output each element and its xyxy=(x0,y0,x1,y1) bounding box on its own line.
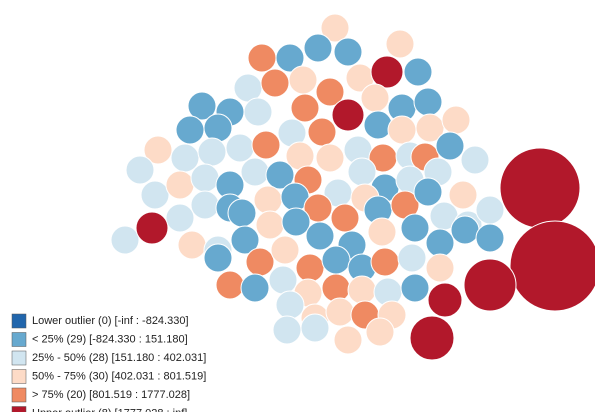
legend-label: 50% - 75% (30) [402.031 : 801.519] xyxy=(32,370,206,382)
region xyxy=(385,29,415,59)
legend-swatch xyxy=(11,332,27,347)
region xyxy=(190,163,220,193)
region xyxy=(400,273,430,303)
region xyxy=(365,317,395,347)
region xyxy=(475,195,505,225)
region xyxy=(321,245,351,275)
legend-swatch xyxy=(11,369,27,384)
region xyxy=(460,145,490,175)
region xyxy=(272,315,302,345)
legend-swatch xyxy=(11,387,27,403)
region xyxy=(315,143,345,173)
region xyxy=(400,213,430,243)
region xyxy=(268,265,298,295)
region xyxy=(509,220,595,312)
legend-label: < 25% (29) [-824.330 : 151.180] xyxy=(32,333,188,345)
region xyxy=(245,247,275,277)
region xyxy=(290,93,320,123)
region xyxy=(370,247,400,277)
region xyxy=(165,203,195,233)
region xyxy=(255,210,285,240)
region xyxy=(125,155,155,185)
region xyxy=(397,243,427,273)
region xyxy=(265,160,295,190)
region xyxy=(448,180,478,210)
region xyxy=(275,43,305,73)
region xyxy=(499,147,581,229)
region xyxy=(475,223,505,253)
region xyxy=(307,117,337,147)
region xyxy=(333,325,363,355)
legend-swatch xyxy=(11,406,27,412)
region xyxy=(360,83,390,113)
legend-swatch xyxy=(11,350,27,366)
region xyxy=(230,225,260,255)
region xyxy=(110,225,140,255)
region xyxy=(190,190,220,220)
region xyxy=(413,177,443,207)
legend-label: Lower outlier (0) [-inf : -824.330] xyxy=(32,315,189,327)
region xyxy=(203,243,233,273)
region xyxy=(321,273,351,303)
region xyxy=(331,98,365,132)
region xyxy=(260,68,290,98)
region xyxy=(363,110,393,140)
region xyxy=(215,270,245,300)
region xyxy=(143,135,173,165)
region xyxy=(225,133,255,163)
region xyxy=(203,113,233,143)
legend-label: > 75% (20) [801.519 : 1777.028] xyxy=(32,389,190,401)
region xyxy=(330,203,360,233)
legend-label: Upper outlier (8) [1777.028 : inf] xyxy=(32,407,187,412)
region xyxy=(441,105,471,135)
region xyxy=(227,198,257,228)
region xyxy=(140,180,170,210)
region xyxy=(325,297,355,327)
region xyxy=(425,253,455,283)
region xyxy=(427,282,463,318)
region xyxy=(281,207,311,237)
region xyxy=(270,235,300,265)
region xyxy=(387,115,417,145)
region xyxy=(413,87,443,117)
region xyxy=(275,290,305,320)
region xyxy=(177,230,207,260)
region xyxy=(135,211,169,245)
region xyxy=(347,157,377,187)
region xyxy=(165,170,195,200)
region xyxy=(240,157,270,187)
legend-swatch xyxy=(11,313,27,329)
region xyxy=(435,131,465,161)
region xyxy=(243,97,273,127)
region xyxy=(403,57,433,87)
region xyxy=(175,115,205,145)
region xyxy=(463,258,517,312)
region xyxy=(251,130,281,160)
region xyxy=(300,313,330,343)
region xyxy=(295,253,325,283)
region xyxy=(367,217,397,247)
region xyxy=(409,315,455,361)
region xyxy=(288,65,318,95)
region xyxy=(370,55,404,89)
region xyxy=(197,137,227,167)
region xyxy=(303,33,333,63)
region xyxy=(253,185,283,215)
region xyxy=(425,228,455,258)
region xyxy=(450,215,480,245)
region xyxy=(247,43,277,73)
region xyxy=(320,13,350,43)
legend-label: 25% - 50% (28) [151.180 : 402.031] xyxy=(32,352,206,364)
region xyxy=(305,221,335,251)
region xyxy=(315,77,345,107)
region xyxy=(333,37,363,67)
region xyxy=(187,91,217,121)
region xyxy=(347,275,377,305)
region xyxy=(240,273,270,303)
